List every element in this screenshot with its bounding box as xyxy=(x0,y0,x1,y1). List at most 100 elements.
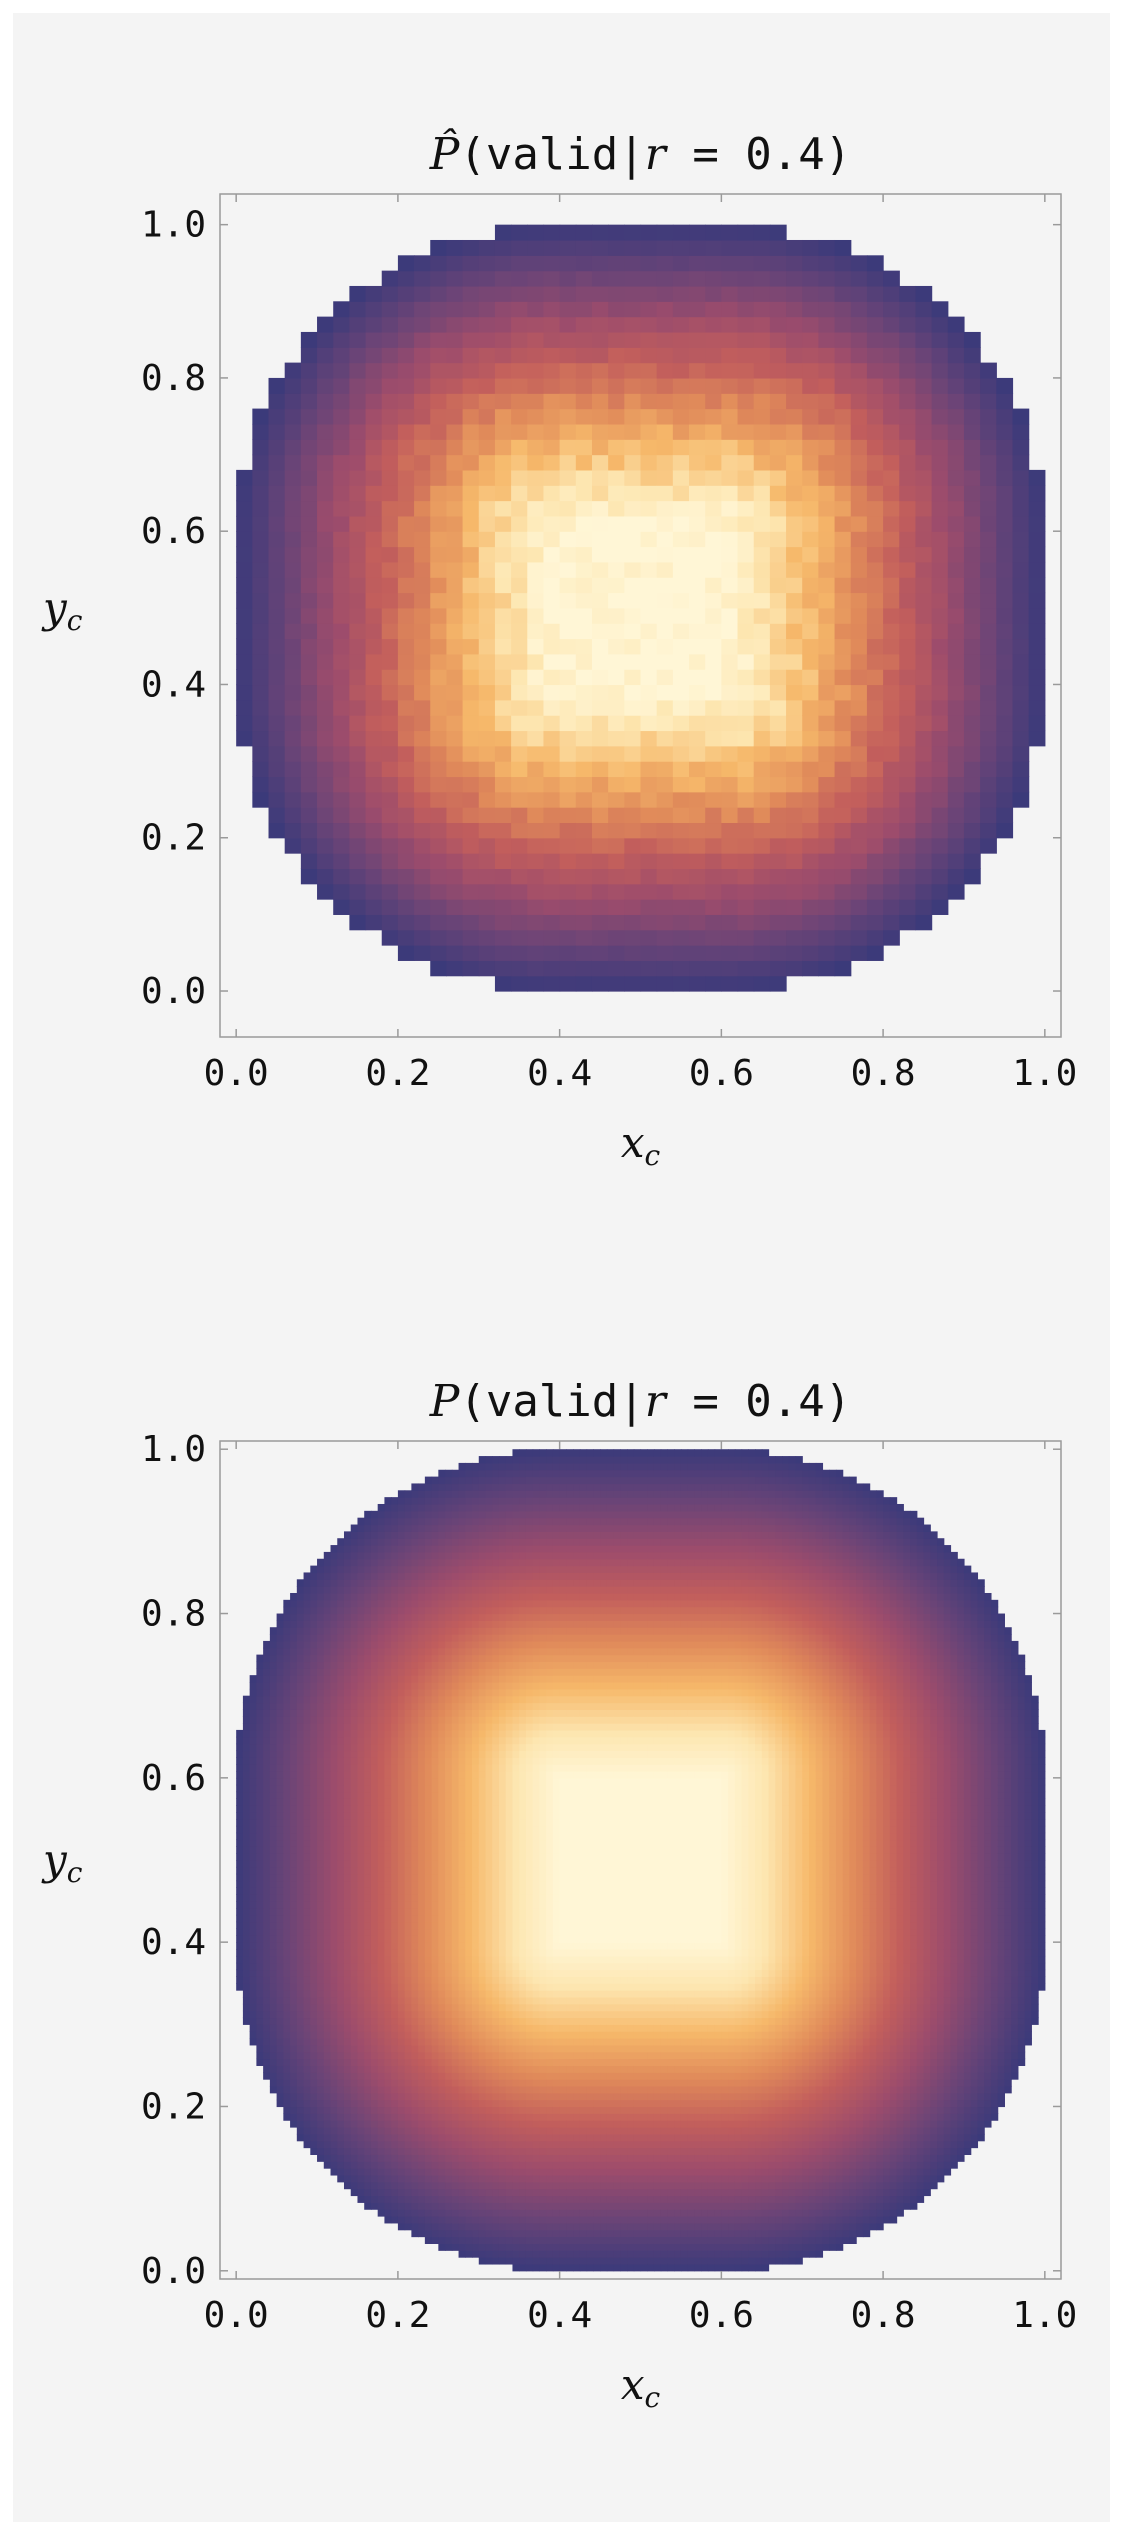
heatmap-cell xyxy=(418,2168,426,2176)
heatmap-cell xyxy=(656,776,674,793)
heatmap-cell xyxy=(947,699,965,716)
heatmap-cell xyxy=(357,1627,365,1635)
heatmap-cell xyxy=(418,1483,426,1491)
heatmap-cell xyxy=(866,730,884,747)
plot-frame xyxy=(219,1440,1062,2280)
heatmap-cell xyxy=(404,1572,412,1580)
heatmap-cell xyxy=(947,316,965,333)
heatmap-cell xyxy=(883,868,900,885)
heatmap-cell xyxy=(397,638,415,655)
heatmap-cell xyxy=(242,1983,251,1991)
heatmap-cell xyxy=(414,347,431,364)
heatmap-cell xyxy=(364,2140,372,2149)
heatmap-cell xyxy=(317,1661,325,1669)
heatmap-cell xyxy=(418,1572,426,1580)
heatmap-cell xyxy=(350,1942,359,1950)
heatmap-cell xyxy=(786,914,803,931)
heatmap-cell xyxy=(931,607,949,624)
heatmap-cell xyxy=(337,1983,345,1991)
heatmap-cell xyxy=(370,1832,379,1841)
heatmap-cell xyxy=(397,2127,406,2135)
heatmap-cell xyxy=(430,331,448,348)
heatmap-cell xyxy=(753,546,771,563)
heatmap-cell xyxy=(276,1695,284,1704)
heatmap-cell xyxy=(391,1969,399,1977)
heatmap-cell xyxy=(269,2017,278,2025)
heatmap-cell xyxy=(850,730,868,747)
heatmap-cell xyxy=(689,899,706,915)
heatmap-cell xyxy=(543,653,561,670)
heatmap-cell xyxy=(462,745,480,762)
heatmap-cell xyxy=(323,1736,332,1745)
heatmap-cell xyxy=(996,377,1014,394)
heatmap-cell xyxy=(1028,715,1046,732)
heatmap-cell xyxy=(343,1716,352,1724)
heatmap-cell xyxy=(350,1764,359,1772)
heatmap-cell xyxy=(404,1551,412,1560)
heatmap-cell xyxy=(672,224,690,241)
heatmap-cell xyxy=(284,745,302,762)
heatmap-cell xyxy=(310,1839,318,1847)
heatmap-cell xyxy=(284,469,302,486)
heatmap-cell xyxy=(931,485,949,502)
heatmap-cell xyxy=(384,1620,392,1628)
heatmap-cell xyxy=(786,423,803,440)
heatmap-cell xyxy=(462,730,480,747)
heatmap-cell xyxy=(559,531,577,548)
heatmap-cell xyxy=(290,1729,298,1738)
heatmap-cell xyxy=(424,2133,433,2142)
heatmap-cell xyxy=(424,1599,433,1608)
heatmap-cell xyxy=(866,362,884,379)
heatmap-cell xyxy=(608,255,625,272)
heatmap-cell xyxy=(249,1736,257,1745)
heatmap-cell xyxy=(478,592,496,609)
heatmap-cell xyxy=(384,1777,392,1786)
heatmap-cell xyxy=(252,638,270,655)
heatmap-cell xyxy=(511,914,528,931)
heatmap-cell xyxy=(608,577,625,594)
heatmap-cell xyxy=(411,1764,419,1772)
heatmap-cell xyxy=(656,239,674,256)
heatmap-cell xyxy=(527,270,545,287)
heatmap-cell xyxy=(834,623,852,640)
heatmap-cell xyxy=(431,2229,439,2238)
heatmap-cell xyxy=(996,515,1014,532)
heatmap-cell xyxy=(343,2024,352,2032)
heatmap-cell xyxy=(721,607,739,624)
heatmap-cell xyxy=(350,1675,359,1683)
heatmap-cell xyxy=(980,822,997,839)
heatmap-cell xyxy=(418,1983,426,1991)
heatmap-cell xyxy=(462,638,480,655)
heatmap-cell xyxy=(377,2181,386,2190)
heatmap-cell xyxy=(418,2195,426,2203)
heatmap-cell xyxy=(689,515,706,532)
heatmap-cell xyxy=(303,1613,311,1621)
heatmap-cell xyxy=(384,1627,392,1635)
heatmap-cell xyxy=(494,239,512,256)
heatmap-cell xyxy=(424,1777,433,1786)
heatmap-cell xyxy=(391,1538,399,1546)
heatmap-cell xyxy=(656,515,674,532)
heatmap-cell xyxy=(330,1942,338,1950)
heatmap-cell xyxy=(559,408,577,425)
heatmap-cell xyxy=(438,2092,446,2101)
heatmap-cell xyxy=(330,1791,338,1799)
heatmap-cell xyxy=(559,837,577,854)
heatmap-cell xyxy=(276,1805,284,1813)
heatmap-cell xyxy=(384,1942,392,1950)
heatmap-cell xyxy=(290,1675,298,1683)
heatmap-cell xyxy=(263,1695,271,1704)
heatmap-cell xyxy=(438,1490,446,1498)
heatmap-cell xyxy=(397,1764,406,1772)
heatmap-cell xyxy=(721,531,739,548)
heatmap-cell xyxy=(753,791,771,808)
heatmap-cell xyxy=(511,362,528,379)
heatmap-cell xyxy=(834,270,852,287)
heatmap-cell xyxy=(899,577,917,594)
heatmap-cell xyxy=(737,469,755,486)
heatmap-cell xyxy=(494,439,512,456)
heatmap-cell xyxy=(640,469,658,486)
heatmap-cell xyxy=(317,316,334,333)
heatmap-cell xyxy=(511,684,528,701)
heatmap-cell xyxy=(350,1887,359,1895)
